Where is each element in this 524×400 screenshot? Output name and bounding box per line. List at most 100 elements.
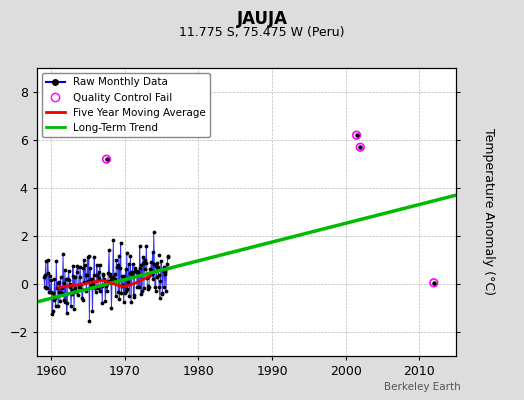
Point	[158, 290, 167, 296]
Point	[163, 261, 171, 268]
Point	[93, 271, 102, 278]
Point	[131, 268, 139, 275]
Point	[46, 289, 54, 295]
Point	[98, 299, 106, 306]
Point	[114, 288, 123, 295]
Point	[68, 286, 77, 293]
Point	[111, 270, 119, 277]
Point	[73, 262, 81, 269]
Point	[133, 268, 141, 274]
Point	[70, 306, 78, 312]
Point	[128, 269, 136, 275]
Point	[116, 240, 125, 246]
Point	[71, 285, 80, 291]
Point	[124, 279, 132, 285]
Point	[44, 270, 52, 276]
Point	[64, 276, 72, 283]
Point	[71, 274, 79, 280]
Point	[127, 271, 136, 277]
Point	[58, 290, 67, 296]
Point	[162, 288, 170, 294]
Point	[158, 267, 166, 273]
Point	[115, 252, 123, 259]
Point	[48, 308, 57, 314]
Point	[93, 262, 101, 268]
Point	[101, 280, 109, 286]
Point	[50, 297, 58, 303]
Point	[43, 257, 52, 263]
Point	[144, 285, 152, 292]
Point	[122, 288, 130, 294]
Point	[105, 273, 114, 280]
Point	[156, 294, 164, 301]
Point	[62, 310, 71, 316]
Point	[102, 156, 111, 162]
Point	[148, 249, 157, 255]
Point	[95, 261, 104, 268]
Point	[51, 295, 59, 301]
Point	[45, 289, 53, 295]
Point	[107, 305, 116, 311]
Point	[82, 288, 91, 294]
Point	[152, 263, 160, 270]
Point	[99, 271, 107, 278]
Point	[147, 258, 156, 265]
Point	[99, 272, 107, 278]
Point	[74, 292, 83, 298]
Point	[111, 276, 119, 282]
Point	[53, 284, 61, 291]
Point	[108, 276, 116, 282]
Point	[134, 268, 143, 275]
Point	[81, 262, 89, 269]
Point	[82, 272, 90, 279]
Point	[148, 271, 156, 278]
Point	[137, 291, 145, 297]
Point	[47, 277, 56, 284]
Point	[127, 299, 135, 305]
Point	[67, 302, 75, 309]
Point	[104, 270, 113, 276]
Text: JAUJA: JAUJA	[236, 10, 288, 28]
Point	[113, 263, 121, 270]
Point	[126, 253, 135, 260]
Point	[72, 289, 80, 296]
Point	[79, 296, 87, 303]
Point	[75, 274, 84, 280]
Point	[123, 286, 132, 292]
Point	[58, 285, 66, 291]
Point	[154, 263, 162, 270]
Legend: Raw Monthly Data, Quality Control Fail, Five Year Moving Average, Long-Term Tren: Raw Monthly Data, Quality Control Fail, …	[42, 73, 210, 137]
Point	[66, 281, 74, 288]
Y-axis label: Temperature Anomaly (°C): Temperature Anomaly (°C)	[482, 128, 495, 296]
Point	[130, 265, 139, 271]
Point	[152, 274, 161, 281]
Point	[119, 298, 128, 305]
Point	[141, 259, 150, 266]
Point	[356, 144, 365, 150]
Point	[133, 284, 141, 290]
Point	[80, 279, 89, 286]
Point	[125, 293, 134, 299]
Point	[143, 275, 151, 282]
Point	[63, 300, 71, 306]
Point	[69, 273, 78, 280]
Point	[69, 263, 77, 269]
Point	[56, 298, 64, 304]
Point	[140, 257, 149, 264]
Point	[161, 271, 170, 278]
Point	[86, 264, 94, 271]
Point	[65, 277, 73, 283]
Point	[138, 260, 147, 266]
Point	[145, 273, 154, 279]
Point	[77, 281, 85, 287]
Point	[156, 278, 165, 284]
Point	[151, 284, 159, 290]
Point	[356, 144, 365, 150]
Point	[43, 285, 51, 292]
Point	[135, 243, 144, 250]
Point	[97, 282, 105, 288]
Point	[134, 269, 142, 276]
Point	[162, 264, 171, 271]
Point	[72, 269, 81, 276]
Point	[117, 290, 125, 296]
